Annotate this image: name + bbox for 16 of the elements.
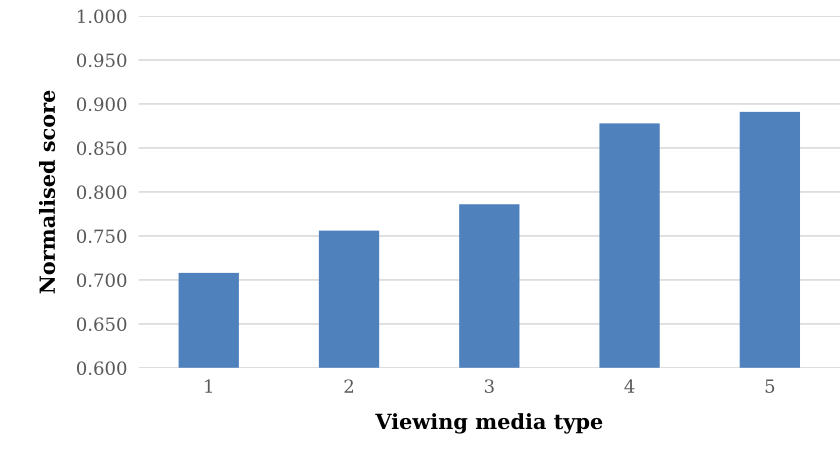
x-tick-label: 1: [205, 379, 212, 393]
y-tick-label: 0.700: [76, 273, 126, 288]
x-tick-label: 4: [624, 379, 634, 393]
y-axis-title: Normalised score: [38, 90, 56, 294]
y-tick-label: 0.600: [76, 361, 126, 375]
y-tick-label: 0.650: [76, 317, 126, 332]
y-tick-label: 1.000: [78, 9, 126, 24]
y-tick-label: 0.850: [76, 141, 126, 156]
y-tick-label: 0.800: [76, 185, 126, 200]
y-tick-label: 0.750: [76, 229, 126, 244]
x-tick-label: 2: [344, 379, 353, 393]
x-axis-title: Viewing media type: [375, 413, 602, 434]
y-tick-label: 0.900: [76, 97, 126, 112]
x-tick-label: 3: [484, 379, 494, 393]
y-tick-label: 0.950: [76, 53, 126, 68]
x-tick-label: 5: [766, 380, 774, 393]
